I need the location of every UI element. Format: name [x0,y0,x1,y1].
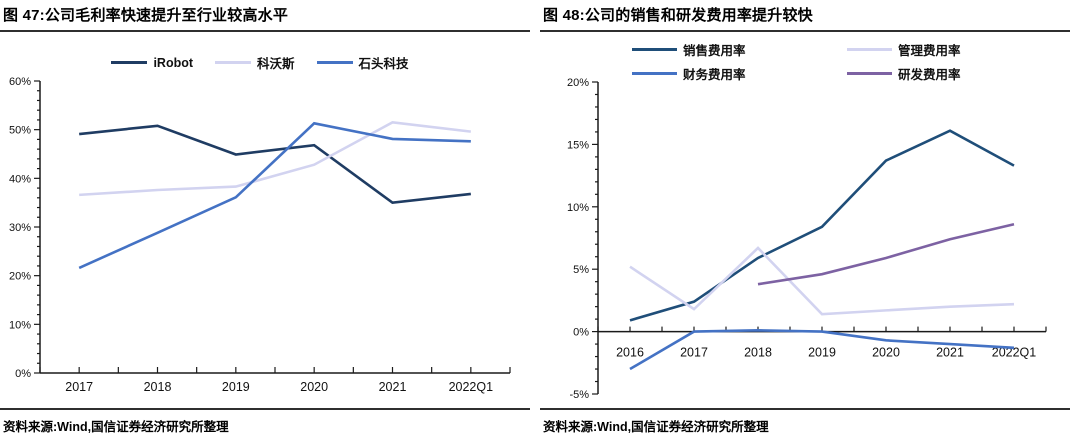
y-tick-label: -5% [569,389,589,401]
y-tick-label: 10% [9,319,31,331]
legend-label: 管理费用率 [898,44,961,58]
series-line-1 [79,121,471,197]
y-tick-label: 40% [9,173,31,185]
legend-item-1: 科沃斯 [215,53,295,72]
legend-label: 销售费用率 [683,44,746,58]
y-tick-label: 20% [9,271,31,283]
bottom-divider [0,408,530,410]
y-tick-label: 10% [567,202,589,214]
x-category-label: 2021 [936,346,964,360]
series-line-3 [757,223,1015,286]
series-line-0 [79,124,471,205]
figure-48-title: 图 48:公司的销售和研发费用率提升较快 [543,7,813,24]
series-line-2 [629,329,1015,371]
x-category-label: 2020 [300,380,328,394]
legend-line-swatch [215,61,252,64]
y-tick-label: 30% [9,222,31,234]
legend-line-swatch [316,61,353,64]
legend-item-0: 销售费用率 [632,40,847,59]
legend-label: 科沃斯 [257,57,295,71]
x-category-label: 2021 [379,380,407,394]
series-line-2 [78,121,471,270]
series-line-0 [629,129,1015,322]
chart-legend: 销售费用率 管理费用率财务费用率 研发费用率 [632,40,961,83]
panel-figure-47: 图 47:公司毛利率快速提升至行业较高水平 0% 10% 20% 30% 40% 50% 6… [0,7,530,434]
legend-line-swatch [847,48,892,51]
panel-figure-48: 图 48:公司的销售和研发费用率提升较快 -5% 0% 5% 10% 15% 20% 201… [540,0,1080,445]
legend-label: 石头科技 [358,57,409,71]
expense-ratio-line-chart: -5% 0% 5% 10% 15% 20% 2016 2017 2018 2019 2020 2021… [567,77,1047,401]
title-divider [0,30,530,32]
y-tick-label: 20% [567,77,589,89]
x-category-label: 2016 [616,346,644,360]
chart-legend: iRobot 科沃斯 石头科技 [0,53,520,72]
x-category-label: 2022Q1 [449,380,494,394]
x-category-label: 2022Q1 [992,346,1037,360]
legend-label: 财务费用率 [683,68,746,82]
x-category-label: 2020 [872,346,900,360]
x-category-label: 2019 [808,346,836,360]
x-category-label: 2018 [744,346,772,360]
bottom-divider [540,408,1070,410]
legend-line-swatch [111,61,148,64]
legend-item-1: 管理费用率 [847,40,961,59]
source-note: 资料来源:Wind,国信证券经济研究所整理 [3,420,229,434]
y-tick-label: 0% [573,327,589,339]
series-line-1 [629,246,1015,316]
legend-item-2: 石头科技 [316,53,409,72]
x-category-label: 2017 [65,380,93,394]
legend-line-swatch [632,72,677,75]
y-tick-label: 50% [9,125,31,137]
title-divider [540,30,1070,32]
x-category-label: 2019 [222,380,250,394]
legend-line-swatch [847,72,892,75]
y-tick-label: 0% [15,368,31,380]
gross-margin-line-chart: 0% 10% 20% 30% 40% 50% 60% 2017 2018 2019 2020 2021… [9,76,511,394]
legend-line-swatch [632,48,677,51]
x-category-label: 2018 [144,380,172,394]
figure-47-title: 图 47:公司毛利率快速提升至行业较高水平 [3,7,289,24]
legend-item-3: 研发费用率 [847,64,961,83]
source-note: 资料来源:Wind,国信证券经济研究所整理 [543,420,769,434]
legend-label: iRobot [153,55,194,70]
legend-item-2: 财务费用率 [632,64,847,83]
x-category-label: 2017 [680,346,708,360]
y-tick-label: 15% [567,139,589,151]
legend-item-0: iRobot [111,56,193,70]
legend-label: 研发费用率 [898,68,961,82]
y-tick-label: 5% [573,264,589,276]
y-tick-label: 60% [9,76,31,88]
